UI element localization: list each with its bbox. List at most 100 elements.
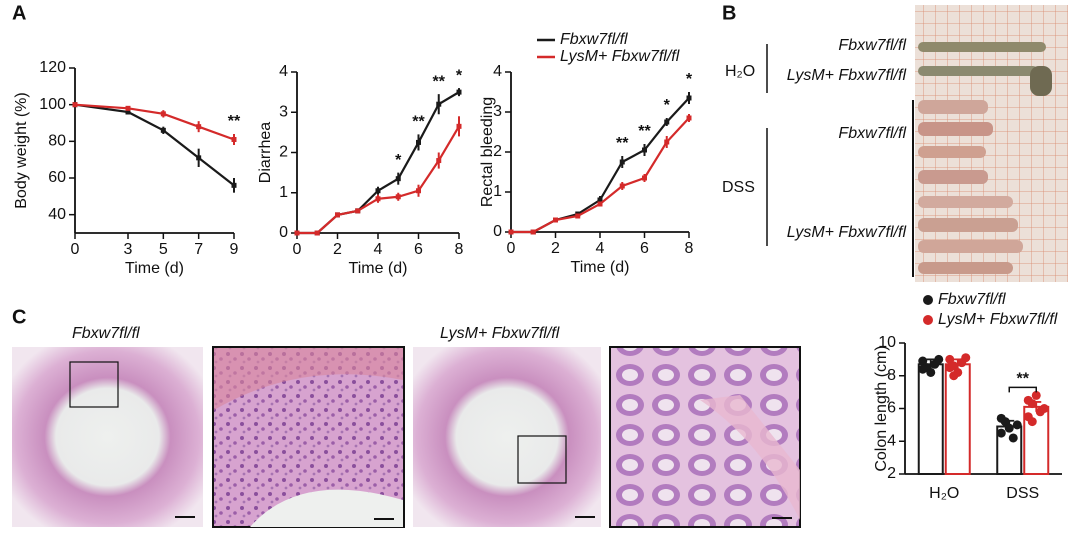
legend-label: LysM+ Fbxw7fl/fl <box>560 48 680 65</box>
x-tick-label: H₂O <box>929 485 959 502</box>
legend-swatch <box>923 315 933 325</box>
panel-letter: C <box>12 306 26 328</box>
data-point <box>1023 395 1033 405</box>
data-point <box>918 364 928 374</box>
marker <box>196 124 202 130</box>
marker <box>72 102 78 108</box>
marker <box>642 175 647 181</box>
marker <box>597 197 603 203</box>
data-point <box>1012 420 1022 430</box>
y-tick-label: 3 <box>279 103 288 120</box>
x-tick-label: 2 <box>551 240 560 257</box>
y-tick-label: 4 <box>493 63 502 80</box>
y-tick-label: 1 <box>493 183 502 200</box>
legend-label: Fbxw7fl/fl <box>560 31 628 48</box>
legend-label: Fbxw7fl/fl <box>938 291 1006 308</box>
marker <box>553 217 558 223</box>
y-tick-label: 0 <box>279 224 288 241</box>
data-point <box>1031 390 1041 400</box>
data-point <box>934 354 944 364</box>
data-point <box>1039 404 1049 413</box>
marker <box>355 208 361 214</box>
marker <box>416 139 421 145</box>
y-tick-label: 2 <box>887 465 896 482</box>
panel-letter: B <box>722 2 736 24</box>
marker <box>231 137 237 142</box>
marker <box>395 194 401 200</box>
marker <box>160 127 166 133</box>
marker <box>314 230 320 236</box>
series-line <box>297 91 460 235</box>
data-point <box>945 363 955 373</box>
significance-bracket <box>1008 386 1037 393</box>
marker <box>575 213 581 219</box>
x-tick-label: 4 <box>374 241 383 258</box>
data-point <box>996 428 1006 438</box>
y-tick-label: 40 <box>48 206 66 223</box>
significance: ** <box>433 73 446 90</box>
marker <box>231 182 237 188</box>
y-tick-label: 120 <box>39 59 66 76</box>
marker <box>375 196 381 202</box>
significance: ** <box>1017 371 1030 388</box>
x-axis-label: Time (d) <box>571 259 630 276</box>
significance: ** <box>616 135 629 152</box>
marker <box>619 159 625 165</box>
photo-label: Fbxw7fl/fl <box>838 37 906 54</box>
x-tick-label: 8 <box>455 241 464 258</box>
data-point <box>1027 417 1037 427</box>
legend-swatch <box>923 295 933 305</box>
x-tick-label: 9 <box>230 241 239 258</box>
significance: * <box>456 67 463 84</box>
significance: * <box>664 97 671 114</box>
series-line <box>74 103 235 187</box>
x-tick-label: 8 <box>685 240 694 257</box>
y-axis-label: Rectal bleeding <box>479 97 496 207</box>
histology <box>12 346 801 528</box>
y-tick-label: 10 <box>878 334 896 351</box>
x-tick-label: 5 <box>159 241 168 258</box>
x-tick-label: 0 <box>507 240 516 257</box>
y-tick-label: 3 <box>493 103 502 120</box>
significance: * <box>686 71 693 88</box>
y-tick-label: 6 <box>887 400 896 417</box>
y-axis-label: Body weight (%) <box>13 92 30 209</box>
bar <box>917 363 944 476</box>
marker <box>294 230 300 236</box>
y-tick-label: 1 <box>279 184 288 201</box>
panel-letter: A <box>12 2 26 24</box>
significance: ** <box>638 123 651 140</box>
x-tick-label: 6 <box>640 240 649 257</box>
y-tick-label: 4 <box>279 63 288 80</box>
x-axis-label: Time (d) <box>349 260 408 277</box>
x-tick-label: DSS <box>1006 485 1039 502</box>
x-tick-label: 0 <box>293 241 302 258</box>
legend-label: LysM+ Fbxw7fl/fl <box>938 311 1058 328</box>
x-tick-label: 7 <box>194 241 203 258</box>
x-tick-label: 6 <box>414 241 423 258</box>
marker <box>597 201 603 207</box>
y-axis-label: Colon length (cm) <box>873 345 890 471</box>
data-point <box>1004 423 1014 433</box>
marker <box>664 119 670 125</box>
x-tick-label: 4 <box>596 240 605 257</box>
y-tick-label: 4 <box>887 432 896 449</box>
marker <box>456 89 462 95</box>
histology-label: LysM+ Fbxw7fl/fl <box>440 325 560 342</box>
photo-label: LysM+ Fbxw7fl/fl <box>787 224 907 241</box>
marker <box>530 229 536 235</box>
marker <box>686 115 692 121</box>
data-point <box>949 371 959 381</box>
y-tick-label: 0 <box>493 223 502 240</box>
marker <box>664 139 670 145</box>
significance: * <box>395 152 402 169</box>
marker <box>436 101 442 107</box>
y-tick-label: 60 <box>48 169 66 186</box>
series-line <box>297 125 460 235</box>
photo-label: DSS <box>722 179 755 196</box>
data-point <box>1008 433 1018 443</box>
marker <box>196 155 202 161</box>
significance: ** <box>228 113 241 130</box>
significance: ** <box>412 114 425 131</box>
marker <box>508 229 514 235</box>
